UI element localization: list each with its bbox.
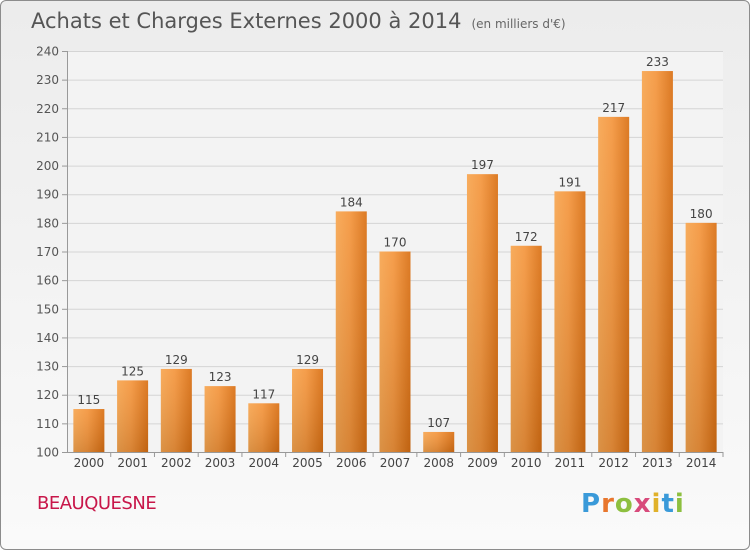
bar-shade-2011 xyxy=(554,191,586,452)
bar-shade-2012 xyxy=(598,116,630,452)
place-name: BEAUQUESNE xyxy=(37,493,157,514)
x-tick-label-2011: 2011 xyxy=(555,456,586,470)
y-tick-label: 110 xyxy=(36,417,59,431)
axis-layer: 100 110 120 130 140 150 160 170 180 190 200 210 220 2… xyxy=(36,45,724,470)
y-tick-label: 220 xyxy=(36,102,59,116)
y-tick-label: 140 xyxy=(36,331,59,345)
bar-shade-2008 xyxy=(423,431,455,452)
x-tick-label-2002: 2002 xyxy=(161,456,192,470)
bar-shade-2002 xyxy=(160,368,192,452)
bar-shade-2007 xyxy=(379,251,411,452)
bar-shade-2000 xyxy=(73,409,105,452)
label-layer: 115 125 129 123 117 129 184 170 107 197 172 191 217 2… xyxy=(77,55,712,430)
proxiti-logo[interactable]: Proxiti xyxy=(581,489,685,519)
x-tick-label-2008: 2008 xyxy=(423,456,454,470)
data-label-2000: 115 xyxy=(77,393,100,407)
x-tick-label-2013: 2013 xyxy=(642,456,673,470)
y-tick-label: 100 xyxy=(36,446,59,460)
bar-shade-2010 xyxy=(510,245,542,452)
chart-title-block: Achats et Charges Externes 2000 à 2014 (e… xyxy=(31,9,566,33)
data-label-2014: 180 xyxy=(690,207,713,221)
data-label-2009: 197 xyxy=(471,158,494,172)
bar-layer xyxy=(73,71,717,453)
data-label-2006: 184 xyxy=(340,195,363,209)
y-tick-label: 210 xyxy=(36,130,59,144)
x-tick-label-2004: 2004 xyxy=(249,456,280,470)
y-tick-label: 180 xyxy=(36,216,59,230)
y-tick-label: 120 xyxy=(36,388,59,402)
bar-shade-2001 xyxy=(117,380,149,452)
bar-shade-2009 xyxy=(466,174,498,452)
bar-shade-2004 xyxy=(248,403,280,452)
x-tick-label-2009: 2009 xyxy=(467,456,498,470)
y-tick-label: 230 xyxy=(36,73,59,87)
data-label-2004: 117 xyxy=(252,387,275,401)
data-label-2008: 107 xyxy=(427,416,450,430)
y-tick-label: 240 xyxy=(36,45,59,59)
data-label-2005: 129 xyxy=(296,353,319,367)
chart-subtitle: (en milliers d'€) xyxy=(471,17,566,31)
bar-shade-2006 xyxy=(335,211,367,452)
x-tick-label-2007: 2007 xyxy=(380,456,411,470)
data-label-2013: 233 xyxy=(646,55,669,69)
bar-shade-2005 xyxy=(292,368,324,452)
y-tick-label: 130 xyxy=(36,360,59,374)
bar-shade-2013 xyxy=(641,71,673,453)
x-tick-label-2014: 2014 xyxy=(686,456,717,470)
data-label-2007: 170 xyxy=(384,236,407,250)
y-tick-label: 160 xyxy=(36,274,59,288)
x-tick-label-2000: 2000 xyxy=(74,456,105,470)
x-tick-label-2001: 2001 xyxy=(117,456,148,470)
data-label-2012: 217 xyxy=(602,101,625,115)
x-tick-label-2006: 2006 xyxy=(336,456,367,470)
y-tick-label: 170 xyxy=(36,245,59,259)
y-tick-label: 200 xyxy=(36,159,59,173)
bar-shade-2003 xyxy=(204,386,236,452)
y-tick-label: 190 xyxy=(36,188,59,202)
data-label-2003: 123 xyxy=(209,370,232,384)
bar-shade-2014 xyxy=(685,222,717,452)
x-tick-label-2012: 2012 xyxy=(598,456,629,470)
y-tick-label: 150 xyxy=(36,302,59,316)
x-tick-label-2010: 2010 xyxy=(511,456,542,470)
data-label-2002: 129 xyxy=(165,353,188,367)
data-label-2011: 191 xyxy=(558,175,581,189)
data-label-2010: 172 xyxy=(515,230,538,244)
x-tick-label-2005: 2005 xyxy=(292,456,323,470)
data-label-2001: 125 xyxy=(121,364,144,378)
chart-title: Achats et Charges Externes 2000 à 2014 xyxy=(31,9,462,33)
x-tick-label-2003: 2003 xyxy=(205,456,236,470)
